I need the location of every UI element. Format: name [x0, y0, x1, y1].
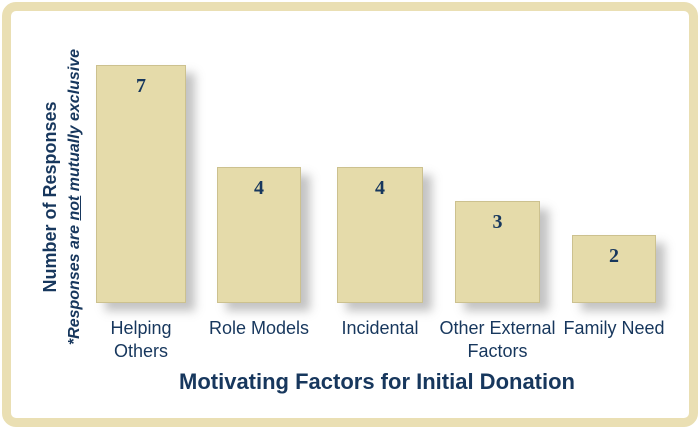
bar: 7	[96, 65, 186, 303]
category-label-line: Factors	[467, 341, 528, 361]
category-label-line: Role Models	[208, 318, 310, 338]
chart-title: Motivating Factors for Initial Donation	[179, 369, 575, 394]
category-label-line: Incidental	[341, 318, 419, 338]
bar-value-label: 4	[375, 177, 385, 199]
bar: 4	[217, 167, 301, 303]
bar: 4	[337, 167, 423, 303]
category-label-line: Family Need	[563, 318, 665, 338]
category-label: Role Models	[189, 317, 329, 340]
category-label: Family Need	[544, 317, 684, 340]
category-label: Other External Factors	[432, 317, 564, 363]
category-label: Helping Others	[89, 317, 193, 363]
bar: 3	[455, 201, 540, 303]
bar-value-label: 7	[136, 75, 146, 97]
category-label-line: Helping	[110, 318, 172, 338]
bar-value-label: 4	[254, 177, 264, 199]
category-label-line: Others	[113, 341, 169, 361]
category-label: Incidental	[310, 317, 450, 340]
category-label-line: Other External	[439, 318, 556, 338]
bar: 2	[572, 235, 656, 303]
bar-value-label: 2	[609, 245, 619, 267]
bar-value-label: 3	[492, 211, 503, 233]
